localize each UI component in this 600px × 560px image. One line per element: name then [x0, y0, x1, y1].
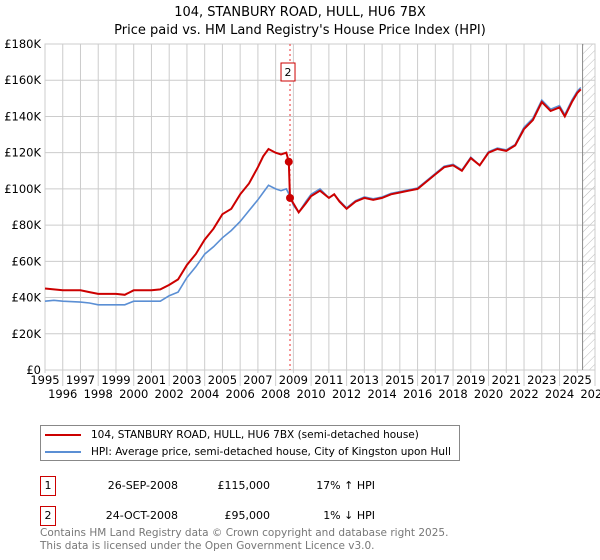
footer-line-1: Contains HM Land Registry data © Crown c… — [40, 527, 449, 539]
subtitle-line: Price paid vs. HM Land Registry's House … — [114, 23, 486, 38]
legend-swatch-hpi — [45, 450, 81, 453]
x-tick-label: 1997 — [66, 373, 95, 387]
legend-hpi-label: HPI: Average price, semi-detached house,… — [91, 445, 451, 458]
sale-row-2: 2 24-OCT-2008 £95,000 1% ↓ HPI — [40, 506, 440, 526]
x-tick-label: 2000 — [119, 387, 148, 401]
sale-date: 26-SEP-2008 — [107, 479, 178, 492]
x-tick-label: 2009 — [279, 373, 308, 387]
x-tick-label: 2012 — [332, 387, 361, 401]
x-tick-label: 2025 — [563, 373, 592, 387]
y-tick-label: £100K — [4, 182, 41, 196]
footer: Contains HM Land Registry data © Crown c… — [40, 527, 448, 553]
sale-date: 24-OCT-2008 — [105, 509, 178, 522]
sale-2-marker-box — [280, 62, 296, 82]
x-tick-label: 2014 — [367, 387, 396, 401]
y-tick-label: £120K — [4, 146, 41, 160]
x-tick-label: 2006 — [226, 387, 255, 401]
x-tick-label: 2016 — [403, 387, 432, 401]
forecast-hatch — [582, 44, 595, 370]
y-tick-label: £0 — [26, 363, 41, 377]
sale-row-1: 1 26-SEP-2008 £115,000 17% ↑ HPI — [40, 476, 440, 496]
plot-border — [44, 43, 596, 371]
sale-price: £95,000 — [224, 509, 271, 522]
x-tick-label: 2020 — [474, 387, 503, 401]
title-line: 104, STANBURY ROAD, HULL, HU6 7BX — [174, 5, 426, 20]
x-tick-label: 2010 — [296, 387, 325, 401]
x-tick-label: 2019 — [456, 373, 485, 387]
y-tick-label: £40K — [12, 291, 42, 305]
x-tick-label: 2007 — [243, 373, 272, 387]
x-tick-label: 2021 — [492, 373, 521, 387]
property-price-line — [44, 88, 582, 296]
x-tick-label: 2024 — [545, 387, 574, 401]
price-chart: £0 £20K £40K £60K £80K £100K £120K £140K £160K £1… — [4, 37, 600, 401]
y-tick-label: £180K — [4, 37, 41, 51]
x-tick-label: 2022 — [509, 387, 538, 401]
legend-property-label: 104, STANBURY ROAD, HULL, HU6 7BX (semi-… — [91, 428, 419, 441]
sale-hpi-diff: 17% ↑ HPI — [316, 479, 375, 492]
x-tick-label: 1998 — [84, 387, 113, 401]
x-tick-label: 2001 — [137, 373, 166, 387]
x-tick-label: 2018 — [438, 387, 467, 401]
x-tick-label: 2023 — [527, 373, 556, 387]
x-tick-label: 1995 — [30, 373, 59, 387]
sale-point-2 — [286, 193, 295, 202]
y-tick-label: £160K — [4, 73, 41, 87]
y-tick-label: £60K — [12, 254, 42, 268]
y-tick-label: £140K — [4, 109, 41, 123]
chart-title: 104, STANBURY ROAD, HULL, HU6 7BX Price … — [0, 4, 600, 40]
sale-marker-label: 2 — [40, 506, 56, 526]
sale-marker-label: 1 — [40, 476, 56, 496]
legend: 104, STANBURY ROAD, HULL, HU6 7BX (semi-… — [40, 425, 460, 461]
legend-swatch-property — [45, 433, 81, 436]
x-tick-label: 2015 — [385, 373, 414, 387]
x-tick-label: 2005 — [208, 373, 237, 387]
x-tick-label: 2011 — [314, 373, 343, 387]
x-tick-label: 2003 — [172, 373, 201, 387]
sale-point-1 — [284, 157, 293, 166]
x-tick-label: 2026 — [580, 387, 600, 401]
y-tick-label: £20K — [12, 327, 42, 341]
x-tick-label: 2002 — [155, 387, 184, 401]
x-tick-label: 2004 — [190, 387, 219, 401]
y-tick-label: £80K — [12, 218, 42, 232]
x-tick-label: 2017 — [421, 373, 450, 387]
x-tick-label: 2008 — [261, 387, 290, 401]
footer-line-2: This data is licensed under the Open Gov… — [40, 540, 375, 552]
x-tick-label: 2013 — [350, 373, 379, 387]
sale-2-marker-label: 2 — [285, 66, 292, 79]
sale-hpi-diff: 1% ↓ HPI — [323, 509, 375, 522]
x-tick-label: 1999 — [101, 373, 130, 387]
sale-price: £115,000 — [217, 479, 271, 492]
x-tick-label: 1996 — [48, 387, 77, 401]
